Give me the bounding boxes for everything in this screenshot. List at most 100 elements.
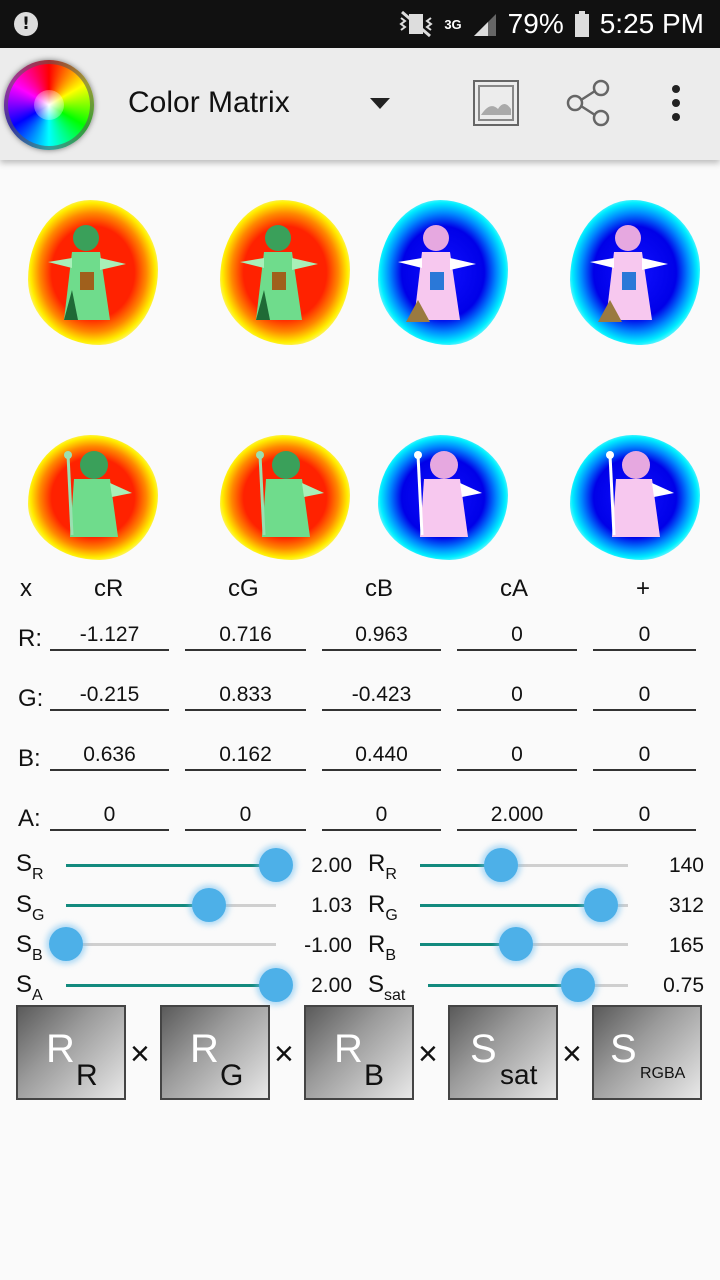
matrix-cell[interactable]: 0.440	[322, 741, 441, 771]
matrix-cell[interactable]: 0	[593, 621, 696, 651]
color-wheel-icon[interactable]	[4, 60, 94, 150]
matrix-row-label: B:	[18, 745, 41, 772]
slider-label: RG	[368, 891, 398, 925]
pipeline-tile[interactable]: S sat	[448, 1005, 558, 1100]
image-icon	[473, 80, 519, 126]
matrix-cell[interactable]: 0.716	[185, 621, 306, 651]
slider-value: 1.03	[311, 894, 352, 917]
matrix-cell[interactable]: 0.833	[185, 681, 306, 711]
slider-thumb[interactable]	[484, 848, 518, 882]
matrix-cell[interactable]: 2.000	[457, 801, 577, 831]
slider-label: RB	[368, 931, 397, 965]
slider-thumb[interactable]	[192, 888, 226, 922]
vibrate-mute-icon	[399, 10, 433, 38]
app-toolbar: Color Matrix	[0, 48, 720, 160]
slider-label: RR	[368, 850, 397, 884]
matrix-cell[interactable]: -0.423	[322, 681, 441, 711]
preview-image[interactable]	[570, 200, 700, 345]
slider-thumb[interactable]	[584, 888, 618, 922]
matrix-cell[interactable]: 0	[457, 621, 577, 651]
matrix-cell[interactable]: 0	[593, 681, 696, 711]
slider-value: 140	[668, 854, 704, 877]
share-button[interactable]	[558, 68, 618, 138]
matrix-cell[interactable]: 0	[50, 801, 169, 831]
preview-image[interactable]	[220, 435, 350, 560]
slider-track[interactable]	[420, 848, 628, 882]
matrix-cell[interactable]: 0	[457, 681, 577, 711]
matrix-header: cB	[365, 575, 394, 602]
slider-label: SB	[16, 931, 43, 965]
preview-image[interactable]	[28, 200, 158, 345]
wizard-figure	[590, 225, 668, 322]
multiply-operator: ×	[562, 1035, 582, 1073]
slider-track[interactable]	[428, 968, 628, 1002]
matrix-cell[interactable]: 0	[457, 741, 577, 771]
slider-track[interactable]	[66, 968, 293, 1002]
preview-image[interactable]	[378, 200, 508, 345]
wizard-figure	[414, 451, 482, 537]
matrix-row-label: A:	[18, 805, 41, 832]
chevron-down-icon[interactable]	[370, 98, 390, 109]
app-title[interactable]: Color Matrix	[128, 86, 290, 119]
slider-thumb[interactable]	[259, 848, 293, 882]
matrix-cell[interactable]: 0	[185, 801, 306, 831]
preview-image[interactable]	[378, 435, 508, 560]
clock: 5:25 PM	[599, 8, 704, 39]
matrix-cell[interactable]: -1.127	[50, 621, 169, 651]
multiply-operator: ×	[418, 1035, 438, 1073]
matrix-cell[interactable]: 0.162	[185, 741, 306, 771]
matrix-cell[interactable]: 0.636	[50, 741, 169, 771]
slider-track[interactable]	[420, 927, 628, 961]
matrix-header: cR	[94, 575, 124, 602]
slider-track[interactable]	[420, 888, 628, 922]
pipeline-tile[interactable]: R B	[304, 1005, 414, 1100]
battery-percent: 79%	[507, 8, 564, 39]
slider-label: SG	[16, 891, 45, 925]
signal-icon	[473, 14, 496, 36]
matrix-cell[interactable]: -0.215	[50, 681, 169, 711]
pipeline-tile[interactable]: R R	[16, 1005, 126, 1100]
slider-value: 2.00	[311, 974, 352, 997]
alert-icon: !	[14, 12, 38, 36]
matrix-cell[interactable]: 0	[593, 741, 696, 771]
wizard-figure	[398, 225, 476, 322]
slider-thumb[interactable]	[561, 968, 595, 1002]
slider-label: SR	[16, 850, 44, 884]
preview-image[interactable]	[220, 200, 350, 345]
slider-value: 165	[668, 934, 704, 957]
share-icon	[566, 79, 610, 127]
slider-track[interactable]	[66, 848, 293, 882]
slider-thumb[interactable]	[499, 927, 533, 961]
matrix-header: x	[20, 575, 32, 602]
preview-image[interactable]	[28, 435, 158, 560]
matrix-header: cA	[500, 575, 529, 602]
slider-value: -1.00	[304, 934, 352, 957]
wizard-figure	[256, 451, 324, 537]
image-button[interactable]	[466, 68, 526, 138]
matrix-cell[interactable]: 0.963	[322, 621, 441, 651]
pipeline-tile[interactable]: S RGBA	[592, 1005, 702, 1100]
wizard-figure	[240, 225, 318, 320]
slider-thumb[interactable]	[259, 968, 293, 1002]
multiply-operator: ×	[274, 1035, 294, 1073]
preview-image[interactable]	[570, 435, 700, 560]
slider-value: 312	[668, 894, 704, 917]
slider-track[interactable]	[66, 888, 276, 922]
matrix-header: cG	[228, 575, 259, 602]
matrix-cell[interactable]: 0	[322, 801, 441, 831]
slider-track[interactable]	[49, 927, 276, 961]
matrix-row-label: R:	[18, 625, 42, 652]
battery-icon	[574, 11, 589, 37]
slider-label: SA	[16, 971, 43, 1005]
pipeline-tile[interactable]: R G	[160, 1005, 270, 1100]
matrix-cell[interactable]: 0	[593, 801, 696, 831]
slider-value: 2.00	[311, 854, 352, 877]
matrix-header: +	[636, 575, 651, 602]
overflow-menu-button[interactable]	[646, 68, 706, 138]
wizard-figure	[48, 225, 126, 320]
slider-thumb[interactable]	[49, 927, 83, 961]
multiply-operator: ×	[130, 1035, 150, 1073]
slider-value: 0.75	[663, 974, 704, 997]
slider-label: Ssat	[368, 971, 406, 1005]
matrix-row-label: G:	[18, 685, 44, 712]
